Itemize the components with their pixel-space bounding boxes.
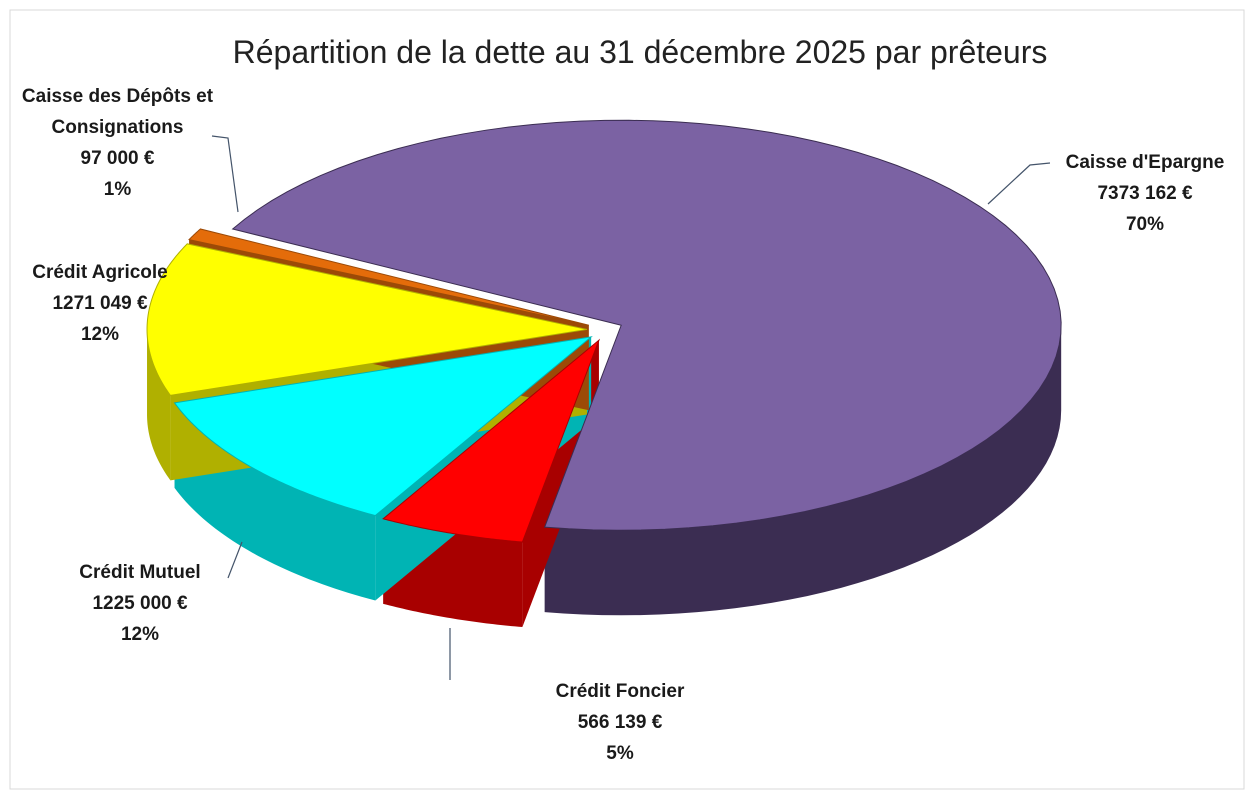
label-value: 1225 000 € bbox=[92, 593, 188, 614]
label-name: Caisse d'Epargne bbox=[1065, 152, 1225, 173]
slice bbox=[382, 338, 601, 543]
label-name: Caisse des Dépôts et Consignations bbox=[21, 86, 214, 138]
label-percent: 70% bbox=[1125, 214, 1165, 235]
frame bbox=[9, 9, 1245, 790]
data-label: Crédit Mutuel 1225 000 € 12% bbox=[40, 557, 240, 650]
label-percent: 1% bbox=[103, 179, 132, 200]
slice-side bbox=[544, 325, 1062, 616]
data-label: Crédit Foncier 566 139 € 5% bbox=[520, 676, 720, 769]
leader-line bbox=[211, 135, 239, 213]
label-name: Crédit Foncier bbox=[555, 681, 685, 702]
label-name: Crédit Agricole bbox=[32, 262, 168, 283]
slice bbox=[231, 119, 1062, 531]
label-percent: 12% bbox=[80, 324, 120, 345]
data-label: Caisse des Dépôts et Consignations 97 000… bbox=[10, 81, 225, 205]
label-name: Crédit Mutuel bbox=[79, 562, 201, 583]
leader-line bbox=[987, 162, 1051, 205]
label-value: 97 000 € bbox=[80, 148, 155, 169]
label-value: 566 139 € bbox=[577, 712, 663, 733]
label-percent: 5% bbox=[606, 743, 634, 764]
slice-side bbox=[147, 329, 171, 481]
slice bbox=[146, 243, 588, 396]
slice bbox=[173, 336, 593, 517]
chart-title: Répartition de la dette au 31 décembre 2… bbox=[232, 34, 1048, 70]
leader-line bbox=[227, 541, 243, 579]
label-value: 7373 162 € bbox=[1097, 183, 1193, 204]
label-value: 1271 049 € bbox=[52, 293, 148, 314]
data-label: Caisse d'Epargne 7373 162 € 70% bbox=[1040, 147, 1248, 240]
label-percent: 12% bbox=[120, 624, 160, 645]
slice bbox=[188, 228, 589, 326]
data-label: Crédit Agricole 1271 049 € 12% bbox=[10, 257, 190, 350]
